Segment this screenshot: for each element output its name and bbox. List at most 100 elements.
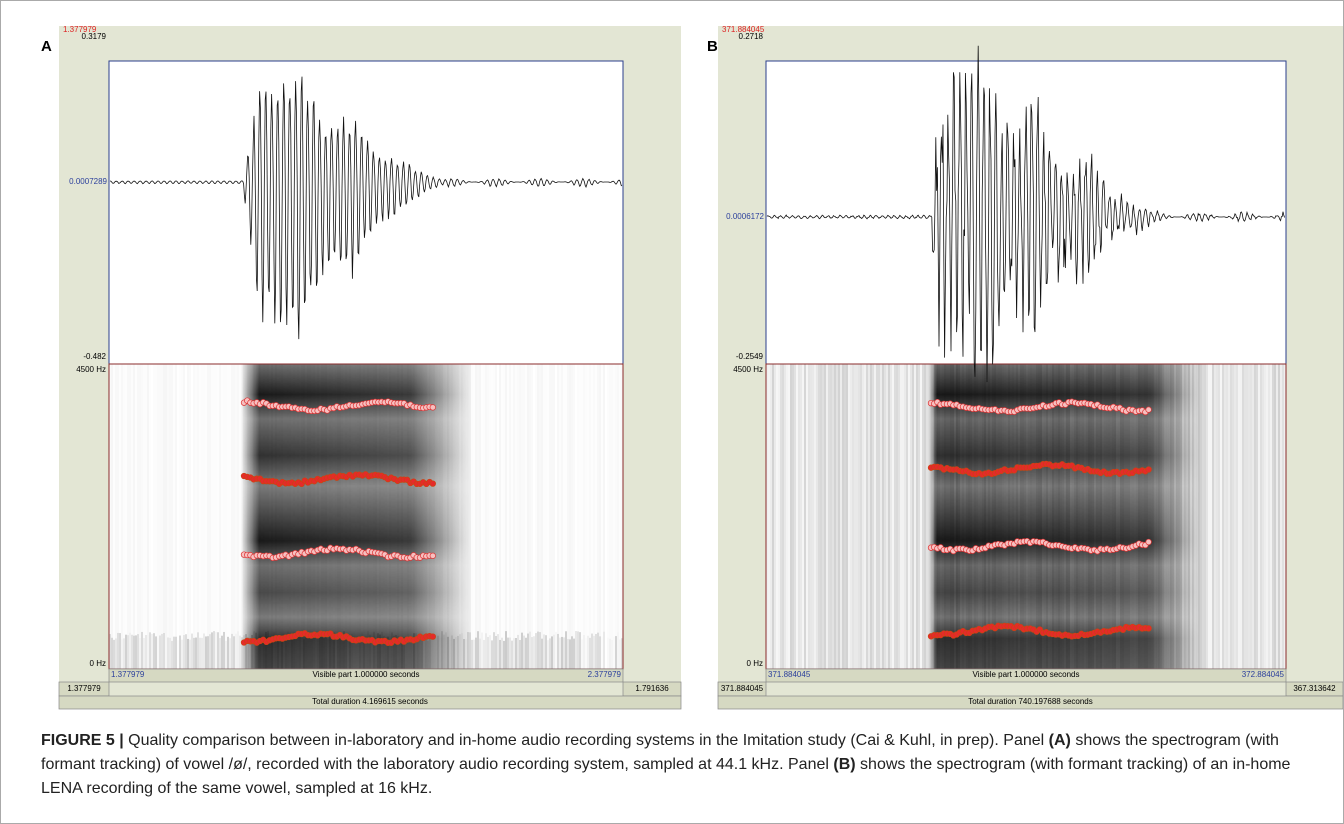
- spectro-streak: [139, 364, 141, 669]
- spectro-streak: [780, 364, 782, 669]
- waveform: [766, 45, 1285, 383]
- low-noise: [589, 637, 591, 669]
- spectro-streak: [1274, 364, 1276, 669]
- spectro-streak: [816, 364, 818, 669]
- spectro-streak: [229, 364, 231, 669]
- spectro-streak: [1210, 364, 1212, 669]
- low-noise: [123, 638, 125, 669]
- spectro-streak: [181, 364, 183, 669]
- spectro-streak: [117, 364, 119, 669]
- spectro-streak: [569, 364, 571, 669]
- spectro-streak: [908, 364, 910, 669]
- spectro-streak: [509, 364, 511, 669]
- formant-dot: [429, 552, 436, 559]
- spectro-streak: [846, 364, 848, 669]
- visible-part: Visible part 1.000000 seconds: [972, 670, 1079, 679]
- spectro-streak: [115, 364, 117, 669]
- spectro-streak: [1246, 364, 1248, 669]
- formant-dot: [1145, 406, 1152, 413]
- low-noise: [619, 639, 621, 669]
- spectro-streak: [543, 364, 545, 669]
- spectro-streak: [207, 364, 209, 669]
- spectro-streak: [856, 364, 858, 669]
- spectro-streak: [1260, 364, 1262, 669]
- low-noise: [515, 638, 517, 669]
- spectro-streak: [143, 364, 145, 669]
- low-noise: [497, 634, 499, 669]
- low-noise: [167, 637, 169, 669]
- spectro-streak: [491, 364, 493, 669]
- spectro-streak: [874, 364, 876, 669]
- low-noise: [575, 631, 577, 669]
- low-noise: [547, 640, 549, 669]
- low-noise: [567, 638, 569, 669]
- low-noise: [213, 631, 215, 669]
- spectro-streak: [187, 364, 189, 669]
- low-noise: [125, 634, 127, 669]
- caption: FIGURE 5 | Quality comparison between in…: [41, 729, 1311, 801]
- spectro-streak: [549, 364, 551, 669]
- spectro-streak: [808, 364, 810, 669]
- total-duration: Total duration 740.197688 seconds: [968, 697, 1093, 706]
- spectro-streak: [215, 364, 217, 669]
- spectro-streak: [1258, 364, 1260, 669]
- formant-dot: [1145, 466, 1152, 473]
- spectro-streak: [573, 364, 575, 669]
- spectro-streak: [495, 364, 497, 669]
- start-time: 1.377979: [63, 25, 97, 34]
- low-noise: [485, 633, 487, 669]
- low-noise: [127, 635, 129, 669]
- spectro-streak: [121, 364, 123, 669]
- total-bar: [717, 695, 1343, 710]
- caption-ref: (B): [833, 756, 856, 773]
- spectro-streak: [511, 364, 513, 669]
- freq-max: 4500 Hz: [76, 365, 106, 374]
- spectro-streak: [473, 364, 475, 669]
- panel-label: B: [707, 38, 718, 55]
- spectro-streak: [1224, 364, 1226, 669]
- spectro-streak: [868, 364, 870, 669]
- spectro-streak: [892, 364, 894, 669]
- low-noise: [115, 638, 117, 669]
- low-noise: [549, 638, 551, 669]
- low-noise: [543, 634, 545, 669]
- low-noise: [513, 638, 515, 669]
- low-noise: [221, 635, 223, 669]
- spectro-streak: [792, 364, 794, 669]
- spectro-streak: [896, 364, 898, 669]
- low-noise: [199, 637, 201, 669]
- spectro-streak: [201, 364, 203, 669]
- spectro-streak: [607, 364, 609, 669]
- spectro-streak: [902, 364, 904, 669]
- spectro-streak: [131, 364, 133, 669]
- spectro-streak: [1214, 364, 1216, 669]
- spectro-streak: [1252, 364, 1254, 669]
- freq-max: 4500 Hz: [733, 365, 763, 374]
- low-noise: [229, 638, 231, 669]
- spectro-streak: [147, 364, 149, 669]
- spectro-streak: [119, 364, 121, 669]
- low-noise: [579, 632, 581, 669]
- spectrogram: [766, 364, 1286, 669]
- low-noise: [143, 637, 145, 669]
- spectro-streak: [195, 364, 197, 669]
- low-noise: [557, 633, 559, 669]
- spectro-streak: [772, 364, 774, 669]
- low-noise: [539, 632, 541, 669]
- window-end: 367.313642: [1293, 684, 1336, 693]
- spectro-streak: [788, 364, 790, 669]
- low-noise: [135, 635, 137, 669]
- amp-zero: 0.0006172: [726, 212, 764, 221]
- window-start: 371.884045: [721, 684, 764, 693]
- spectro-streak: [876, 364, 878, 669]
- low-noise: [537, 631, 539, 669]
- spectro-streak: [111, 364, 113, 669]
- spectro-streak: [169, 364, 171, 669]
- spectro-streak: [483, 364, 485, 669]
- spectro-streak: [505, 364, 507, 669]
- spectro-streak: [209, 364, 211, 669]
- spectro-streak: [487, 364, 489, 669]
- spectro-streak: [1242, 364, 1244, 669]
- window-start: 1.377979: [67, 684, 101, 693]
- spectro-streak: [784, 364, 786, 669]
